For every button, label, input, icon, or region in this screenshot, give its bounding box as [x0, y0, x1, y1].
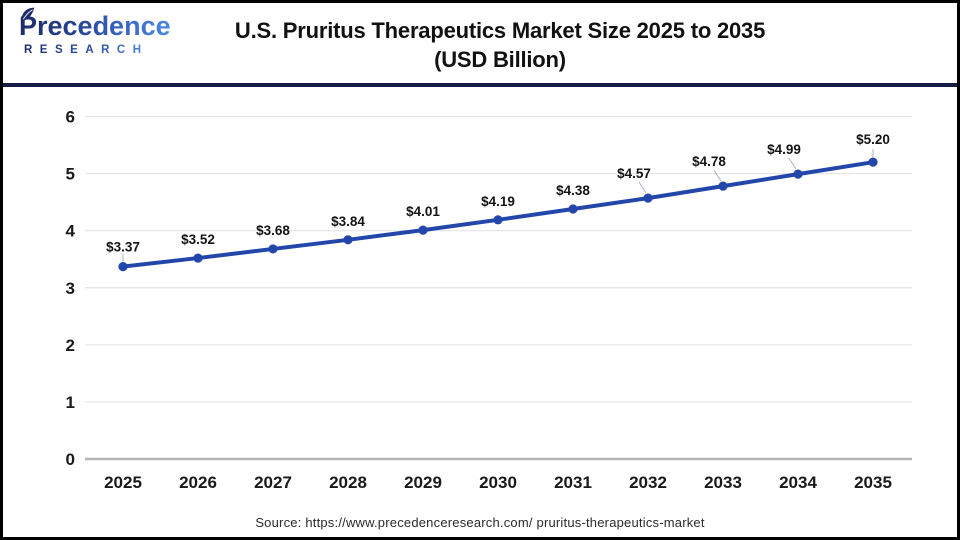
x-tick-label: 2025: [104, 473, 142, 492]
chart-titles: U.S. Pruritus Therapeutics Market Size 2…: [37, 16, 957, 74]
data-point: [118, 262, 128, 272]
data-point-label: $4.99: [767, 142, 801, 157]
data-point: [793, 169, 803, 179]
data-point: [718, 181, 728, 191]
header: Precedence RESEARCH U.S. Pruritus Therap…: [3, 3, 957, 83]
label-leader-line: [638, 181, 647, 194]
logo-brand-text: Precedence: [19, 11, 171, 41]
y-tick-label: 6: [66, 108, 75, 127]
logo-sub-text: RESEARCH: [19, 44, 149, 56]
data-point: [343, 235, 353, 245]
y-tick-label: 3: [66, 279, 75, 298]
y-tick-label: 0: [66, 450, 75, 469]
x-tick-label: 2032: [629, 473, 667, 492]
data-point-label: $4.38: [556, 183, 590, 198]
data-point: [193, 253, 203, 263]
chart-title: U.S. Pruritus Therapeutics Market Size 2…: [234, 18, 766, 43]
data-point-label: $4.19: [481, 194, 515, 209]
data-point: [493, 215, 503, 225]
label-leader-line: [788, 157, 797, 170]
data-point: [268, 244, 278, 254]
precedence-logo: Precedence RESEARCH: [19, 7, 179, 58]
data-point: [418, 225, 428, 235]
header-divider: [3, 83, 957, 87]
data-point-label: $3.52: [181, 232, 215, 247]
x-tick-label: 2028: [329, 473, 367, 492]
data-point: [643, 193, 653, 203]
data-point-label: $3.37: [106, 240, 140, 255]
label-leader-line: [713, 169, 722, 182]
x-tick-label: 2030: [479, 473, 517, 492]
y-tick-label: 5: [66, 165, 75, 184]
x-tick-label: 2029: [404, 473, 442, 492]
data-point: [568, 204, 578, 214]
y-tick-label: 2: [66, 336, 75, 355]
x-tick-label: 2031: [554, 473, 592, 492]
data-point: [868, 157, 878, 167]
chart-region: 0 1 2 3 4 5 6 2025 2026 2027 2028 2029 2030 2031 2032 2…: [3, 87, 957, 508]
source-text: Source: https://www.precedenceresearch.c…: [255, 515, 705, 530]
x-tick-label: 2034: [779, 473, 817, 492]
data-point-label: $3.84: [331, 214, 365, 229]
x-tick-label: 2035: [854, 473, 892, 492]
y-tick-label: 4: [66, 222, 76, 241]
data-point-label: $3.68: [256, 223, 290, 238]
y-tick-label: 1: [66, 393, 75, 412]
data-point-label: $5.20: [856, 132, 890, 147]
leaf-icon: [21, 7, 35, 22]
data-point-label: $4.78: [692, 154, 726, 169]
data-point-label: $4.57: [617, 166, 651, 181]
line-chart-canvas: 0 1 2 3 4 5 6 2025 2026 2027 2028 2029 2030 2031 2032 2…: [66, 108, 912, 492]
data-point-label: $4.01: [406, 204, 440, 219]
x-tick-label: 2033: [704, 473, 742, 492]
x-tick-label: 2026: [179, 473, 217, 492]
x-tick-label: 2027: [254, 473, 292, 492]
series-line: [121, 160, 875, 269]
chart-subtitle: (USD Billion): [434, 47, 566, 72]
